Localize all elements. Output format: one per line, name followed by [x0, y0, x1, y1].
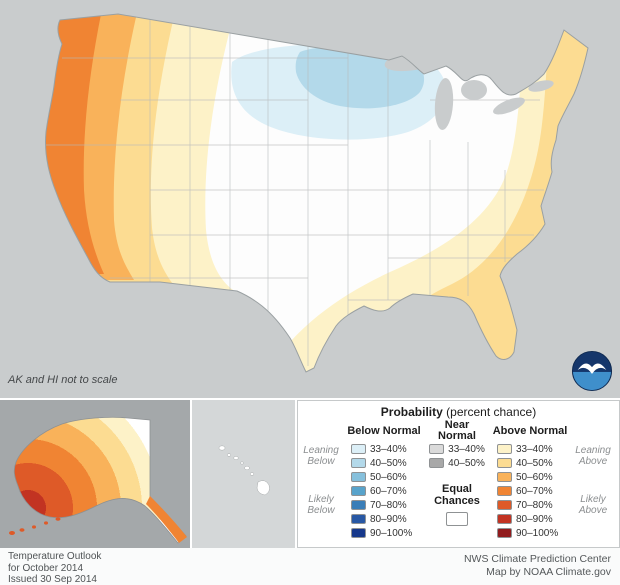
below-normal-header: Below Normal [347, 424, 421, 437]
probability-label: 80–90% [516, 513, 553, 525]
aleutian-islands [9, 517, 61, 535]
probability-swatch [497, 444, 512, 454]
probability-label: 70–80% [516, 499, 553, 511]
probability-swatch [497, 528, 512, 538]
legend-panel: Probability (percent chance) Leaning Bel… [297, 400, 620, 548]
legend-row: 33–40% [488, 442, 572, 456]
leaning-below-label: Leaning Below [303, 445, 339, 467]
legend-row: 70–80% [342, 498, 426, 512]
likely-below-label: Likely Below [307, 494, 335, 516]
legend-row: 50–60% [488, 470, 572, 484]
footer-title-line: Issued 30 Sep 2014 [8, 574, 97, 585]
legend-row: 80–90% [488, 512, 572, 526]
legend-row: 60–70% [342, 484, 426, 498]
footer-credit-block: NWS Climate Prediction Center Map by NOA… [464, 553, 611, 579]
probability-label: 33–40% [370, 443, 407, 455]
likely-above-label: Likely Above [578, 494, 608, 516]
conus-map [0, 0, 620, 398]
footer-title-line: for October 2014 [8, 562, 84, 574]
near-normal-column: Near Normal 33–40% 40–50% Equal Chances [426, 420, 488, 545]
inset-strip: Probability (percent chance) Leaning Bel… [0, 400, 620, 548]
alaska-panhandle-band [146, 496, 187, 543]
equal-chances-label: Equal Chances [434, 483, 480, 507]
footer-title-line: Temperature Outlook [8, 551, 102, 562]
probability-label: 33–40% [448, 443, 485, 455]
probability-swatch [497, 514, 512, 524]
footer-credit-line: NWS Climate Prediction Center [463, 553, 611, 565]
noaa-logo-icon [571, 350, 613, 392]
hawaii-map [218, 445, 270, 496]
near-normal-header: Near Normal [438, 419, 476, 442]
probability-label: 90–100% [516, 527, 559, 539]
legend-row: 50–60% [342, 470, 426, 484]
probability-swatch [429, 444, 445, 454]
probability-label: 60–70% [370, 485, 407, 497]
below-normal-column: Below Normal 33–40% 40–50% 50–60% 60–70%… [342, 420, 426, 545]
probability-swatch [351, 500, 366, 510]
probability-label: 40–50% [370, 457, 407, 469]
probability-label: 33–40% [516, 443, 553, 455]
alaska-map [9, 416, 187, 544]
above-side-labels: Leaning Above Likely Above [572, 420, 614, 545]
probability-label: 50–60% [370, 471, 407, 483]
legend-row: 90–100% [488, 526, 572, 540]
great-lakes [384, 44, 554, 130]
legend-row: 40–50% [488, 456, 572, 470]
legend-row: 70–80% [488, 498, 572, 512]
scale-note: AK and HI not to scale [8, 374, 118, 386]
state-borders [46, 14, 544, 366]
probability-swatch [497, 500, 512, 510]
leaning-above-label: Leaning Above [575, 445, 611, 467]
probability-label: 50–60% [516, 471, 553, 483]
legend-row: 33–40% [429, 442, 485, 456]
probability-swatch [351, 528, 366, 538]
probability-label: 80–90% [370, 513, 407, 525]
region-above-west-60-70 [45, 14, 104, 274]
legend-grid: Leaning Below Likely Below Below Normal … [300, 420, 617, 545]
probability-label: 40–50% [516, 457, 553, 469]
legend-row: 33–40% [342, 442, 426, 456]
alaska-inset-map [0, 400, 190, 548]
probability-swatch [497, 472, 512, 482]
probability-label: 40–50% [448, 457, 485, 469]
probability-label: 90–100% [370, 527, 413, 539]
legend-row: 60–70% [488, 484, 572, 498]
hawaii-inset-map [192, 400, 295, 548]
footer-title-block: Temperature Outlook for October 2014 Iss… [8, 551, 101, 585]
legend-row: 80–90% [342, 512, 426, 526]
below-side-labels: Leaning Below Likely Below [300, 420, 342, 545]
probability-swatch [351, 444, 366, 454]
probability-swatch [351, 514, 366, 524]
probability-swatch [497, 458, 512, 468]
hawaii-islands [218, 445, 270, 496]
probability-swatch [351, 472, 366, 482]
above-normal-column: Above Normal 33–40% 40–50% 50–60% 60–70%… [488, 420, 572, 545]
probability-swatch [497, 486, 512, 496]
legend-row: 90–100% [342, 526, 426, 540]
legend-title-rest: (percent chance) [442, 405, 537, 419]
probability-swatch [351, 458, 366, 468]
footer-credit-line: Map by NOAA Climate.gov [486, 566, 611, 578]
equal-chances-swatch [446, 512, 468, 526]
probability-label: 70–80% [370, 499, 407, 511]
footer: Temperature Outlook for October 2014 Iss… [0, 548, 620, 585]
legend-title: Probability (percent chance) [300, 405, 617, 420]
above-normal-header: Above Normal [492, 424, 568, 437]
conus-map-area: AK and HI not to scale [0, 0, 620, 398]
probability-label: 60–70% [516, 485, 553, 497]
legend-title-bold: Probability [380, 405, 443, 419]
alaska-landmass [13, 416, 187, 544]
probability-swatch [429, 458, 445, 468]
legend-row: 40–50% [342, 456, 426, 470]
legend-row: 40–50% [429, 456, 485, 470]
probability-swatch [351, 486, 366, 496]
us-outline [45, 13, 589, 373]
